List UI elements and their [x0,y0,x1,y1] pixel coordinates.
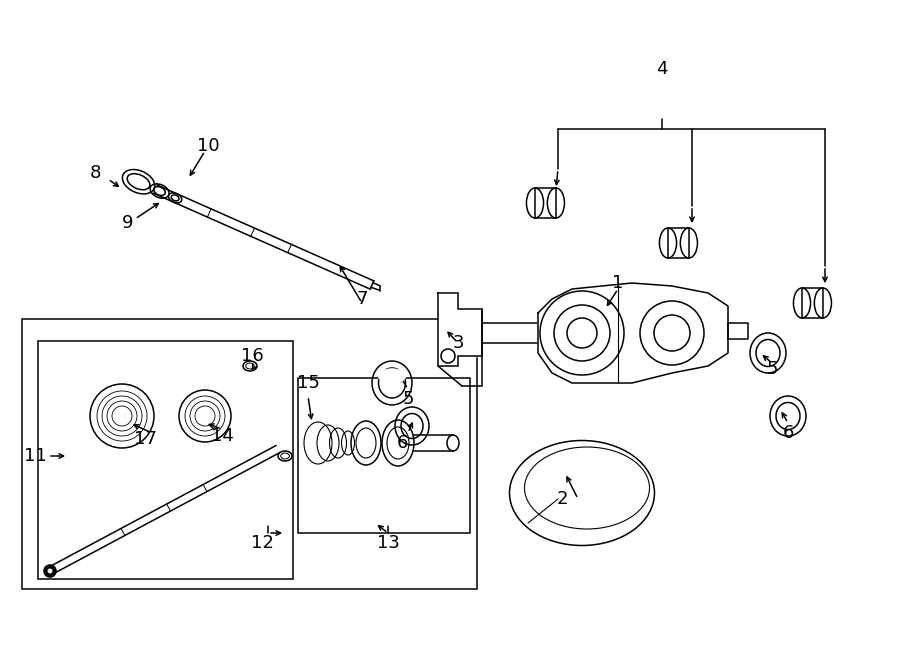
Text: 6: 6 [782,424,794,442]
Text: 14: 14 [211,427,233,445]
Circle shape [53,570,56,572]
Bar [802,288,823,318]
Text: 5: 5 [766,360,778,378]
Text: 4: 4 [656,60,668,78]
Bar [22,319,477,589]
Text: 17: 17 [133,430,157,448]
Circle shape [46,567,49,569]
Text: 5: 5 [402,390,414,408]
Ellipse shape [379,369,406,383]
Text: 8: 8 [89,164,101,182]
Text: 6: 6 [396,434,408,452]
Text: 15: 15 [297,374,320,392]
Circle shape [52,567,54,569]
Polygon shape [438,293,482,366]
Circle shape [49,574,51,576]
Text: 3: 3 [452,334,464,352]
Text: 1: 1 [612,274,624,292]
Circle shape [46,573,49,575]
Text: 10: 10 [197,137,220,155]
Text: 11: 11 [23,447,47,465]
Text: 9: 9 [122,214,134,232]
Bar [298,378,470,533]
Circle shape [45,570,47,572]
Circle shape [49,566,51,568]
Bar [668,228,688,258]
Polygon shape [538,283,728,383]
Bar [38,341,293,579]
Text: 13: 13 [376,534,400,552]
Bar [535,188,556,218]
Polygon shape [728,323,748,339]
Text: 16: 16 [240,347,264,365]
Text: 2: 2 [556,490,568,508]
Text: 12: 12 [250,534,274,552]
Circle shape [44,565,56,577]
Circle shape [52,573,54,575]
Text: 7: 7 [356,290,368,308]
